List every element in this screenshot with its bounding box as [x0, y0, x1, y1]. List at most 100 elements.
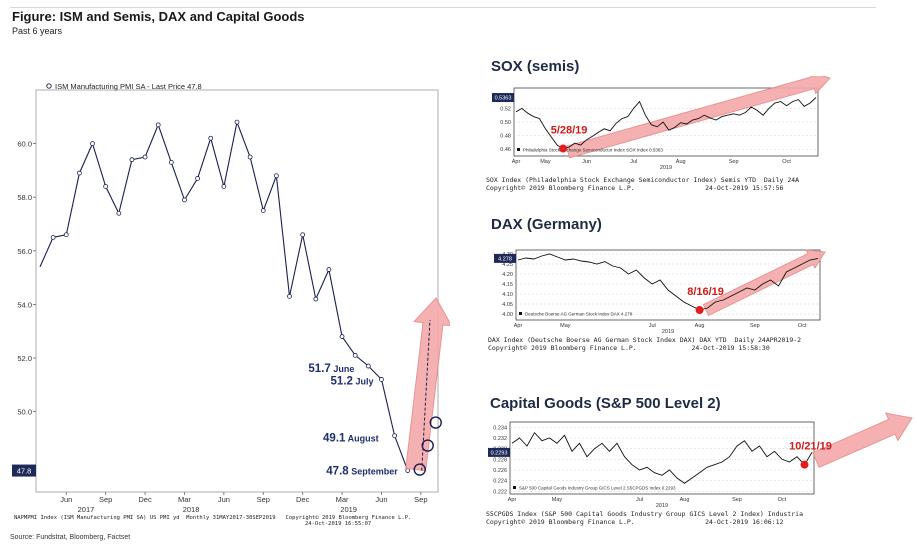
ism-data-point — [168, 159, 174, 165]
ism-data-point — [63, 232, 69, 238]
sox-footer-1: SOX Index (Philadelphia Stock Exchange S… — [486, 176, 800, 184]
ism-annotation-august: 49.1 August — [323, 433, 379, 445]
sox-last-price-label: 0.5363 — [495, 96, 512, 102]
dax-last-price-box — [494, 253, 516, 263]
header-rule — [10, 7, 876, 8]
ism-chart: 50.0 52.0 54.0 56.0 58.0 60.0 Jun Sep Dec Mar Jun S… — [12, 82, 450, 514]
ism-annotation-value: 49.1 — [323, 433, 346, 445]
dax-low-marker — [695, 306, 704, 314]
sox-up-arrow — [565, 76, 831, 159]
ism-up-arrow — [405, 297, 450, 472]
sox-ytick-label: 0.50 — [500, 120, 511, 126]
ism-data-point — [352, 352, 358, 358]
sox-xtick-label: Jun — [582, 159, 591, 165]
dax-xtick-label: May — [560, 323, 571, 329]
sox-legend: Philadelphia Stock Exchange Semiconducto… — [523, 148, 663, 153]
ism-annotation-value: 51.7 — [308, 363, 330, 375]
sox-title: SOX (semis) — [491, 58, 580, 75]
dax-ytick-label: 4.05 — [502, 302, 513, 308]
ism-data-point — [339, 334, 345, 339]
dax-xtick-label: Jul — [649, 323, 656, 329]
ism-year-label: 2017 — [78, 505, 95, 514]
ism-annotation-september: 47.8 September — [326, 466, 398, 478]
dax-ytick-label: 4.15 — [502, 282, 513, 288]
capgoods-last-price-label: 0.2293 — [491, 450, 508, 456]
ism-plot-frame — [35, 89, 439, 493]
sox-xtick-label: Jul — [630, 159, 637, 165]
figure-title: Figure: ISM and Semis, DAX and Capital G… — [12, 9, 305, 24]
ism-data-point — [116, 210, 122, 216]
ism-xtick-label: Mar — [336, 495, 349, 504]
ism-annotation-month: August — [348, 434, 379, 444]
sox-xtick-label: May — [540, 159, 551, 165]
ism-forecast-circle — [421, 439, 434, 452]
ism-data-point — [260, 208, 266, 214]
ism-data-point — [208, 135, 214, 141]
capgoods-ytick-label: 0.228 — [493, 457, 507, 463]
dax-xtick-label: Aug — [695, 323, 705, 329]
ism-xtick-label: Sep — [414, 495, 427, 504]
ism-annotation-july: 51.2 July — [331, 375, 374, 387]
ism-xtick-label: Jun — [60, 495, 72, 504]
dax-series-line — [517, 253, 819, 311]
sox-legend-swatch — [517, 148, 520, 151]
capgoods-low-label: 10/21/19 — [789, 441, 832, 453]
capgoods-xtick-label: Jul — [636, 497, 643, 503]
ism-footer-1: NAPMPMI Index (ISM Manufacturing PMI SA)… — [14, 515, 412, 521]
dax-last-price-label: 4.278 — [498, 256, 512, 262]
dax-ytick-label: 4.20 — [502, 272, 513, 278]
capgoods-plot-frame — [509, 421, 815, 495]
dax-chart: 4.004.054.104.154.204.254.30AprMayJulAug… — [494, 249, 826, 335]
dax-legend: Deutsche Boerse AG German Stock Index DA… — [525, 312, 633, 317]
ism-xtick-label: Dec — [296, 495, 310, 504]
sox-xtick-label: Sep — [729, 159, 739, 165]
ism-data-point — [273, 173, 279, 179]
dax-footer-1: DAX Index (Deutsche Boerse AG German Sto… — [488, 336, 802, 344]
ism-annotation-month: July — [355, 376, 373, 386]
ism-forecast-circle — [429, 416, 442, 429]
ism-data-point — [142, 154, 148, 160]
capgoods-xtick-label: Apr — [508, 497, 517, 503]
sox-ytick-label: 0.46 — [500, 147, 511, 153]
figure-subtitle: Past 6 years — [12, 26, 63, 36]
capgoods-up-arrow — [812, 412, 913, 468]
ism-data-point — [234, 119, 240, 125]
ism-data-point — [300, 232, 306, 238]
dax-ytick-label: 4.10 — [502, 292, 513, 298]
sox-low-label: 5/28/19 — [551, 125, 588, 137]
sox-xtick-label: Aug — [676, 159, 686, 165]
ism-ytick-label: 56.0 — [17, 247, 32, 256]
ism-xtick-label: Sep — [257, 495, 270, 504]
ism-annotation-value: 47.8 — [326, 466, 349, 478]
dax-plot-frame — [515, 249, 821, 321]
capgoods-ytick-label: 0.224 — [493, 479, 507, 485]
ism-data-point — [90, 141, 95, 146]
ism-data-point — [313, 296, 319, 302]
ism-data-point — [182, 197, 187, 203]
capgoods-ytick-label: 0.222 — [493, 489, 507, 495]
ism-data-point — [379, 377, 384, 382]
ism-ytick-label: 58.0 — [17, 193, 32, 202]
ism-data-point — [221, 184, 227, 189]
dax-legend-swatch — [519, 312, 522, 315]
sox-ytick-label: 0.48 — [500, 134, 511, 140]
ism-data-point — [103, 184, 109, 189]
ism-data-point — [77, 170, 82, 176]
ism-xtick-label: Jun — [218, 495, 230, 504]
ism-ytick-label: 50.0 — [17, 408, 32, 417]
ism-ytick-label: 60.0 — [17, 140, 32, 149]
dax-xtick-label: Oct — [798, 323, 807, 329]
ism-data-point — [365, 363, 371, 369]
ism-data-point — [326, 267, 332, 272]
ism-data-point — [287, 293, 292, 299]
capgoods-title: Capital Goods (S&P 500 Level 2) — [490, 395, 721, 412]
capgoods-ytick-label: 0.226 — [493, 468, 507, 474]
dax-xtick-label: Sep — [750, 323, 760, 329]
capgoods-low-marker — [800, 460, 809, 469]
sox-xtick-label: Apr — [512, 159, 521, 165]
capgoods-xtick-label: Sep — [732, 497, 742, 503]
sox-footer-2: Copyright© 2019 Bloomberg Finance L.P. 2… — [486, 184, 784, 192]
ism-xtick-label: Jun — [375, 495, 387, 504]
ism-data-point — [155, 122, 161, 128]
ism-data-point — [50, 234, 56, 240]
